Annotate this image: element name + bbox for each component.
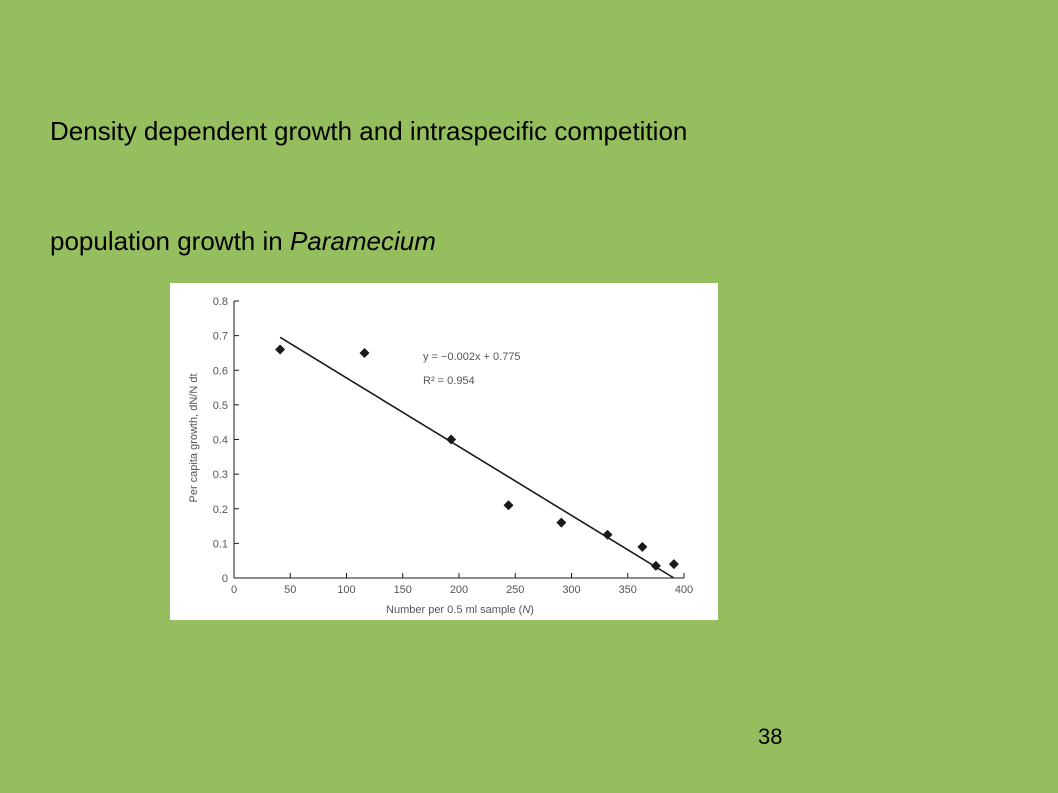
trend-equation: y = −0.002x + 0.775 (423, 351, 521, 363)
x-tick-label: 250 (506, 584, 524, 596)
scatter-chart: 0 0.1 0.2 0.3 0.4 0.5 0.6 0.7 0.8 0 50 100 150 200 25… (188, 296, 693, 616)
y-tick-label: 0.5 (213, 400, 228, 412)
x-tick-label: 100 (337, 584, 355, 596)
y-tick-label: 0.3 (213, 469, 228, 481)
y-axis-title: Per capita growth, dN/N dt (188, 373, 200, 502)
y-tick-label: 0.2 (213, 504, 228, 516)
subtitle-text: population growth in (50, 226, 290, 256)
x-tick-label: 0 (231, 584, 237, 596)
data-point (668, 559, 679, 570)
data-points (275, 344, 679, 571)
x-tick-label: 200 (450, 584, 468, 596)
y-tick-label: 0.6 (213, 365, 228, 377)
y-tick-label: 0.7 (213, 331, 228, 343)
data-point (446, 434, 457, 445)
data-point (359, 347, 370, 358)
trendline (279, 336, 675, 579)
x-tick-label: 50 (284, 584, 296, 596)
y-tick-label: 0.8 (213, 296, 228, 308)
x-tick-label: 400 (675, 584, 693, 596)
chart-panel: 0 0.1 0.2 0.3 0.4 0.5 0.6 0.7 0.8 0 50 100 150 200 25… (170, 283, 718, 620)
data-point (503, 500, 514, 511)
x-axis: 0 50 100 150 200 250 300 350 400 (231, 573, 693, 596)
y-axis: 0 0.1 0.2 0.3 0.4 0.5 0.6 0.7 0.8 (213, 296, 239, 585)
data-point (602, 529, 613, 540)
x-tick-label: 150 (394, 584, 412, 596)
page-number: 38 (758, 724, 783, 749)
x-tick-label: 300 (562, 584, 580, 596)
subtitle-species: Paramecium (289, 226, 436, 256)
data-point (556, 517, 567, 528)
x-axis-title: Number per 0.5 ml sample (N) (386, 604, 534, 616)
y-tick-label: 0 (222, 573, 228, 585)
slide-title: Density dependent growth and intraspecif… (50, 116, 688, 146)
slide-subtitle: population growth in Paramecium (50, 226, 436, 257)
x-tick-label: 350 (619, 584, 637, 596)
data-point (275, 344, 286, 355)
trend-r-squared: R² = 0.954 (423, 375, 475, 387)
y-tick-label: 0.4 (213, 435, 228, 447)
y-tick-label: 0.1 (213, 538, 228, 550)
data-point (637, 541, 648, 552)
data-point (650, 560, 661, 571)
